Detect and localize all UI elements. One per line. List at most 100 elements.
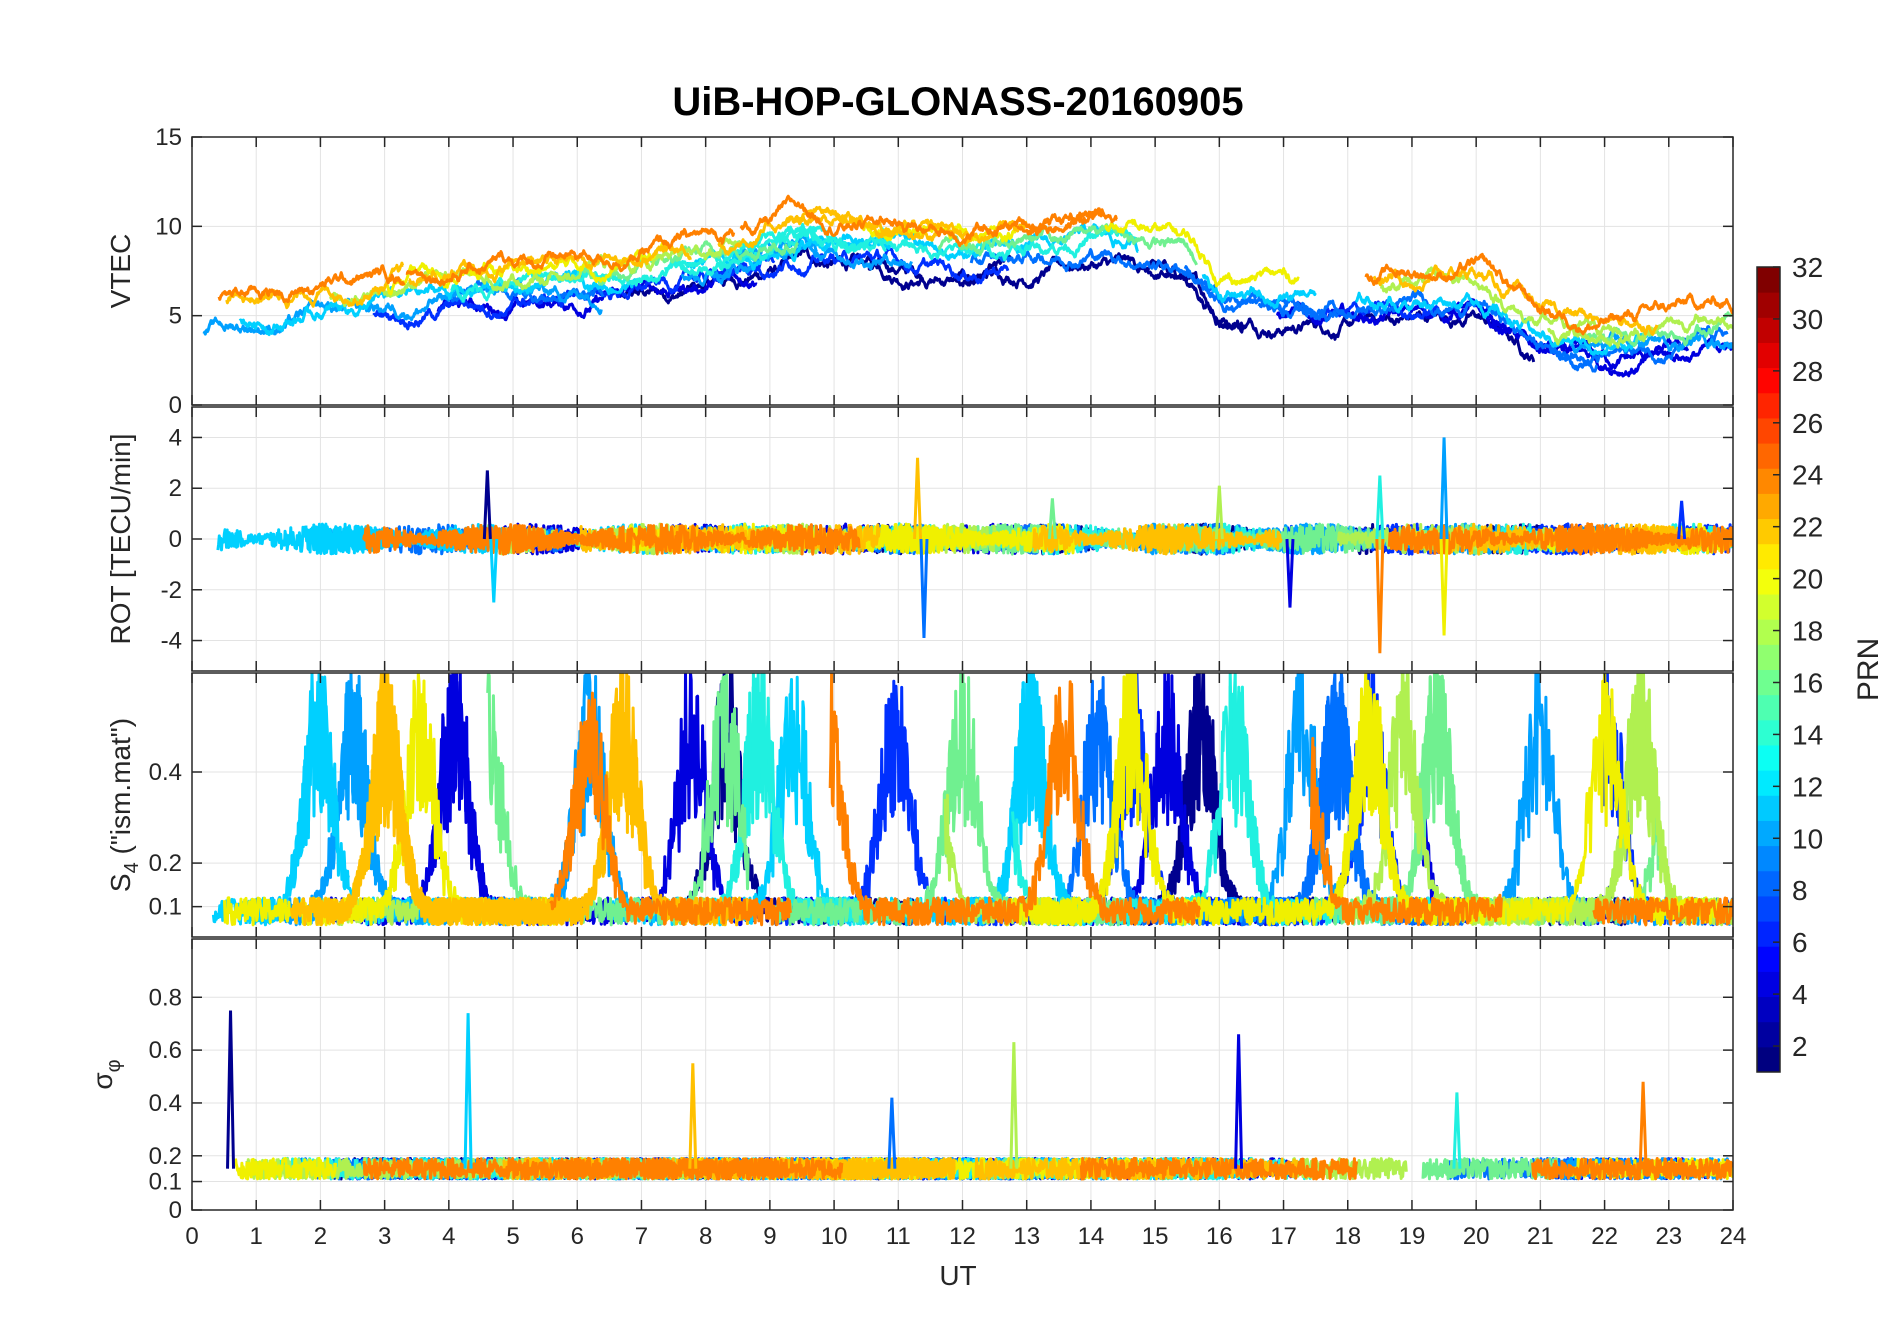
colorbar-segment bbox=[1757, 317, 1780, 343]
series-line bbox=[1104, 218, 1300, 288]
colorbar-tick-label: 18 bbox=[1792, 616, 1823, 647]
x-axis-label: UT bbox=[939, 1260, 976, 1291]
x-tick-label: 8 bbox=[699, 1223, 712, 1250]
colorbar-tick-label: 32 bbox=[1792, 252, 1823, 283]
spike-mark bbox=[226, 1010, 236, 1169]
panel-1: 0 5 10 15 VTEC bbox=[105, 124, 1734, 419]
x-tick-label: 0 bbox=[185, 1223, 198, 1250]
series-line bbox=[943, 793, 1052, 927]
series-line bbox=[1531, 1157, 1733, 1181]
colorbar-segment bbox=[1757, 770, 1780, 796]
colorbar-segment bbox=[1757, 1046, 1780, 1073]
series-line bbox=[663, 227, 824, 277]
y-tick-label: 15 bbox=[155, 124, 182, 151]
colorbar-frame bbox=[1756, 266, 1781, 1073]
series-line bbox=[861, 221, 1030, 243]
x-tick-label: 3 bbox=[378, 1223, 391, 1250]
series-line bbox=[1309, 736, 1503, 927]
y-tick-label: 0.4 bbox=[149, 1090, 182, 1117]
series-line bbox=[405, 227, 736, 287]
x-tick-label: 7 bbox=[635, 1223, 648, 1250]
x-tick-label: 5 bbox=[506, 1223, 519, 1250]
colorbar-segment bbox=[1757, 744, 1780, 771]
series-line bbox=[450, 264, 593, 303]
colorbar-tick-label: 12 bbox=[1792, 771, 1823, 802]
x-tick-label: 4 bbox=[442, 1223, 455, 1250]
spike-mark bbox=[1375, 538, 1385, 654]
colorbar-segment bbox=[1757, 342, 1780, 369]
colorbar-segment bbox=[1757, 946, 1780, 972]
colorbar-segment bbox=[1757, 568, 1780, 595]
series-line bbox=[937, 221, 1198, 266]
series-line bbox=[1569, 329, 1733, 354]
series-line bbox=[1438, 297, 1733, 378]
colorbar-segment bbox=[1757, 443, 1780, 469]
colorbar-tick-label: 30 bbox=[1792, 304, 1823, 335]
colorbar-segment bbox=[1757, 594, 1780, 620]
colorbar-segment bbox=[1757, 367, 1780, 394]
colorbar-tick-label: 14 bbox=[1792, 719, 1823, 750]
series-line bbox=[711, 247, 1010, 285]
x-tick-label: 22 bbox=[1591, 1223, 1618, 1250]
panel-3: 0.1 0.2 0.4S4 ("ism.mat") bbox=[105, 672, 1734, 938]
panel-2-lines bbox=[216, 437, 1733, 654]
x-tick-label: 18 bbox=[1334, 1223, 1361, 1250]
colorbar-segment bbox=[1757, 996, 1780, 1023]
colorbar-segment bbox=[1757, 971, 1780, 998]
colorbar-tick-label: 22 bbox=[1792, 512, 1823, 543]
spike-mark bbox=[1009, 1042, 1019, 1169]
series-line bbox=[1547, 313, 1733, 349]
panel-4: 00.10.2 0.4 0.6 0.8 σφ bbox=[87, 938, 1734, 1224]
series-line bbox=[828, 673, 1201, 927]
spike-mark bbox=[489, 538, 499, 603]
x-tick-label: 16 bbox=[1206, 1223, 1233, 1250]
series-line bbox=[1323, 299, 1446, 321]
colorbar-segment bbox=[1757, 417, 1780, 444]
spike-mark bbox=[1638, 1081, 1648, 1169]
colorbar-tick-label: 24 bbox=[1792, 460, 1823, 491]
x-tick-label: 1 bbox=[250, 1223, 263, 1250]
spike-mark bbox=[482, 470, 492, 540]
series-line bbox=[234, 1156, 338, 1181]
colorbar-tick-label: 20 bbox=[1792, 564, 1823, 595]
spike-mark bbox=[1285, 538, 1295, 608]
y-axis-label: ROT [TECU/min] bbox=[105, 433, 136, 644]
series-line bbox=[436, 268, 758, 322]
series-line bbox=[559, 1156, 844, 1181]
y-tick-label: 4 bbox=[169, 424, 182, 451]
colorbar-tick-label: 6 bbox=[1792, 927, 1808, 958]
series-line bbox=[709, 673, 863, 927]
colorbar-tick-label: 28 bbox=[1792, 356, 1823, 387]
series-line bbox=[717, 205, 1028, 256]
x-tick-label: 15 bbox=[1142, 1223, 1169, 1250]
x-tick-label: 11 bbox=[886, 1223, 911, 1250]
series-line bbox=[549, 691, 793, 927]
panel-2: -4 -2 0 2 4 ROT [TECU/min] bbox=[105, 406, 1734, 672]
y-tick-label: 0 bbox=[169, 526, 182, 553]
colorbar-segment bbox=[1757, 619, 1780, 645]
series-line bbox=[289, 673, 568, 927]
y-tick-label: 0 bbox=[169, 1197, 182, 1224]
x-tick-label: 20 bbox=[1463, 1223, 1490, 1250]
colorbar-tick-label: 26 bbox=[1792, 408, 1823, 439]
x-tick-label: 10 bbox=[821, 1223, 848, 1250]
x-tick-label: 9 bbox=[763, 1223, 776, 1250]
colorbar-segment bbox=[1757, 1021, 1780, 1048]
colorbar-segment bbox=[1757, 292, 1780, 318]
colorbar-segment bbox=[1757, 669, 1780, 696]
y-tick-label: 10 bbox=[155, 213, 182, 240]
y-axis-label: S4 ("ism.mat") bbox=[105, 718, 143, 892]
colorbar-label: PRN bbox=[1852, 638, 1885, 701]
x-tick-label: 12 bbox=[949, 1223, 976, 1250]
x-axis: 0 1 2 3 4 5 6 7 8 9 10 11 12 13 14 15 16 17 18 19 20 21 22 23 24 bbox=[185, 1223, 1746, 1250]
series-line bbox=[1354, 291, 1649, 356]
y-axis-label: VTEC bbox=[105, 234, 136, 309]
colorbar-segment bbox=[1757, 468, 1780, 494]
colorbar-segment bbox=[1757, 493, 1780, 520]
y-tick-label: 0.4 bbox=[149, 759, 182, 786]
panel-4-lines bbox=[226, 1010, 1733, 1181]
series-line bbox=[1134, 523, 1283, 556]
